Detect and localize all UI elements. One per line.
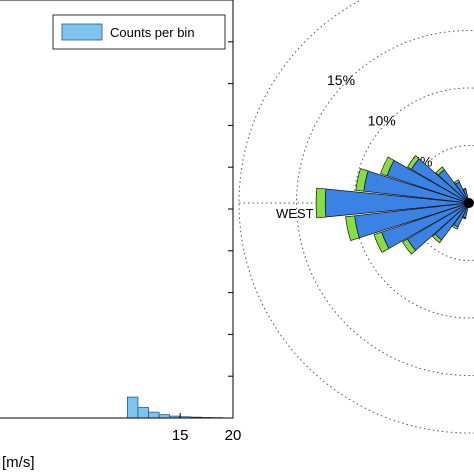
- polar-outer-ring: [238, 0, 474, 434]
- x-tick-label: 20: [225, 427, 242, 444]
- x-axis-label: [m/s]: [2, 454, 35, 471]
- histogram-bar: [137, 407, 149, 419]
- polar-sectors: [315, 155, 470, 255]
- histogram-axes-box: [0, 0, 234, 419]
- polar-panel: 5%10%15% WEST: [238, 0, 474, 434]
- direction-label-west: WEST: [276, 206, 314, 221]
- ring-label: 15%: [327, 72, 355, 88]
- histogram-bar: [148, 411, 160, 419]
- histogram-bars: [126, 396, 223, 419]
- ring-label: 10%: [368, 113, 396, 129]
- polar-center: [464, 198, 474, 208]
- legend: Counts per bin: [52, 14, 226, 50]
- polar-rings: 5%10%15%: [238, 0, 474, 434]
- legend-swatch: [61, 23, 103, 41]
- polar-ring: [296, 30, 474, 376]
- histogram-bar: [158, 414, 171, 419]
- legend-entry: Counts per bin: [110, 25, 195, 40]
- histogram-panel: 15 20 Counts per bin [m/s]: [0, 0, 241, 471]
- x-tick-label: 15: [172, 427, 189, 444]
- histogram-bar: [126, 396, 139, 419]
- histogram-y-ticks: [228, 41, 233, 377]
- polar-sector-tip: [315, 187, 327, 219]
- histogram-x-ticks: 15 20: [172, 413, 242, 444]
